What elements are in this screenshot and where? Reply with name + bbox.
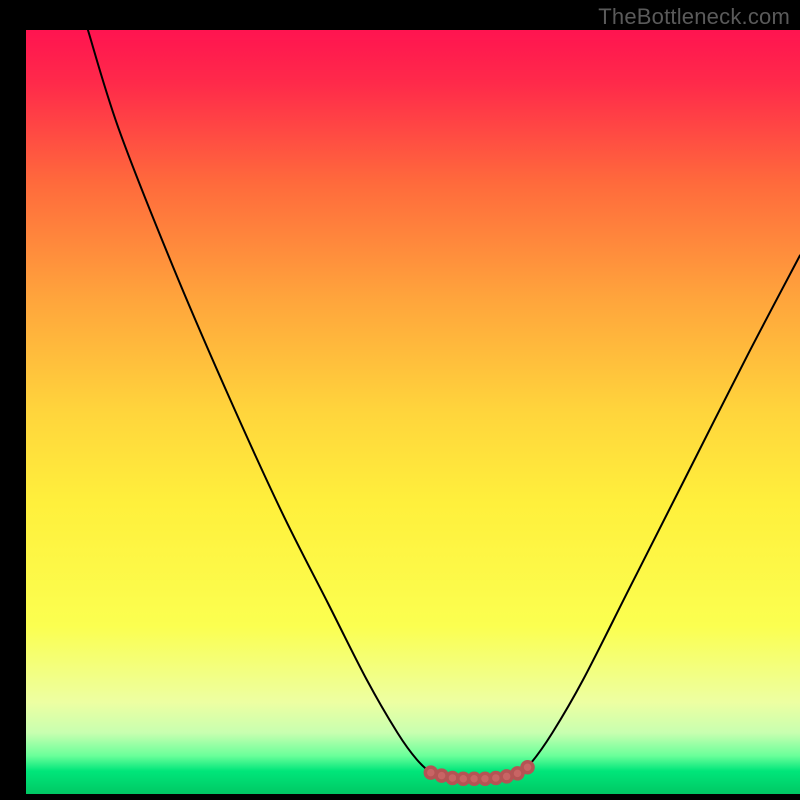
marker-dot bbox=[522, 762, 533, 773]
watermark-text: TheBottleneck.com bbox=[598, 4, 790, 30]
chart-background bbox=[26, 30, 800, 794]
plot-area bbox=[26, 30, 800, 794]
bottleneck-curve-chart bbox=[26, 30, 800, 794]
chart-frame: TheBottleneck.com bbox=[0, 0, 800, 800]
